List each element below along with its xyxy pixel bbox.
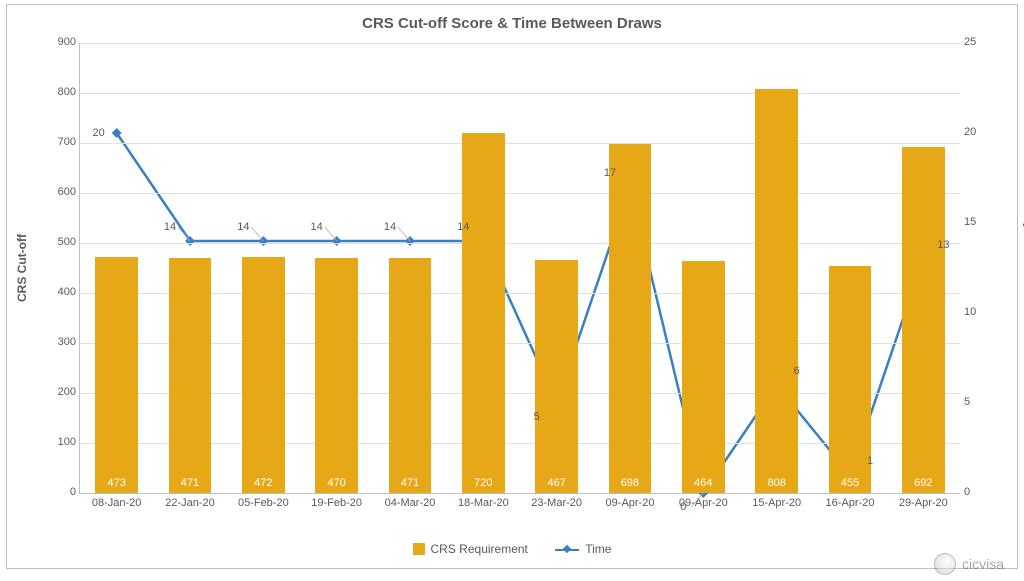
bar-value-label: 698 [609,477,652,489]
line-value-label: 14 [164,221,176,233]
legend-item-bar: CRS Requirement [413,542,528,556]
bar: 470 [315,258,358,493]
line-value-label: 14 [457,221,469,233]
leader-line [398,227,410,241]
legend-label: CRS Requirement [431,542,528,556]
y-right-tick: 0 [964,486,1004,498]
leader-line [178,227,190,241]
bar: 455 [829,266,872,494]
y-left-tick: 0 [26,486,76,498]
x-tick: 29-Apr-20 [899,497,948,509]
gridline [80,243,960,244]
x-tick: 18-Mar-20 [458,497,509,509]
x-tick: 04-Mar-20 [385,497,436,509]
x-tick: 19-Feb-20 [311,497,362,509]
bar-value-label: 692 [902,477,945,489]
x-tick: 05-Feb-20 [238,497,289,509]
line-value-label: 0 [680,501,686,513]
x-tick: 15-Apr-20 [752,497,801,509]
chart-title: CRS Cut-off Score & Time Between Draws [7,15,1017,32]
bar: 471 [389,258,432,494]
x-tick: 22-Jan-20 [165,497,215,509]
line-value-label: 13 [937,239,949,251]
y-left-tick: 100 [26,436,76,448]
y-right-tick: 25 [964,36,1004,48]
leader-line [251,227,263,241]
line-value-label: 14 [311,221,323,233]
bar: 472 [242,257,285,493]
watermark-icon [934,553,956,575]
y-left-tick: 800 [26,86,76,98]
bar: 473 [95,257,138,494]
y-left-tick: 400 [26,286,76,298]
gridline [80,93,960,94]
line-value-label: 5 [534,411,540,423]
bar: 471 [169,258,212,494]
line-path [117,133,924,493]
legend-label: Time [585,542,611,556]
bar-swatch-icon [413,543,425,555]
x-tick: 09-Apr-20 [606,497,655,509]
y-right-tick: 10 [964,306,1004,318]
bar: 698 [609,144,652,493]
x-tick: 16-Apr-20 [826,497,875,509]
line-value-label: 6 [794,365,800,377]
leader-line [325,227,337,241]
gridline [80,193,960,194]
bar: 720 [462,133,505,493]
bar-value-label: 472 [242,477,285,489]
x-tick: 23-Mar-20 [531,497,582,509]
watermark: cicvisa [934,553,1004,575]
bar-value-label: 464 [682,477,725,489]
y-left-tick: 700 [26,136,76,148]
bar-value-label: 471 [389,477,432,489]
y-left-tick: 200 [26,386,76,398]
bar-value-label: 470 [315,477,358,489]
plot-area: CRS Cut-off Days Between Draws 010020030… [79,43,960,494]
bar-value-label: 455 [829,477,872,489]
y-right-tick: 20 [964,126,1004,138]
legend-item-line: Time [555,542,611,556]
line-value-label: 1 [867,455,873,467]
bar: 808 [755,89,798,493]
y-left-tick: 900 [26,36,76,48]
line-value-label: 17 [604,167,616,179]
y-right-tick: 5 [964,396,1004,408]
line-value-label: 14 [384,221,396,233]
bar: 467 [535,260,578,494]
bar-value-label: 720 [462,477,505,489]
watermark-text: cicvisa [962,556,1004,572]
legend: CRS Requirement Time [7,542,1017,558]
y-right-tick: 15 [964,216,1004,228]
bar-value-label: 471 [169,477,212,489]
x-tick: 08-Jan-20 [92,497,142,509]
bar-value-label: 467 [535,477,578,489]
bar-value-label: 473 [95,477,138,489]
bar-value-label: 808 [755,477,798,489]
gridline [80,143,960,144]
gridline [80,43,960,44]
y-left-tick: 500 [26,236,76,248]
bar: 464 [682,261,725,493]
bar: 692 [902,147,945,493]
line-value-label: 14 [237,221,249,233]
line-value-label: 20 [93,127,105,139]
line-swatch-icon [555,543,579,555]
chart-frame: CRS Cut-off Score & Time Between Draws C… [6,4,1018,569]
y-left-tick: 600 [26,186,76,198]
y-left-tick: 300 [26,336,76,348]
